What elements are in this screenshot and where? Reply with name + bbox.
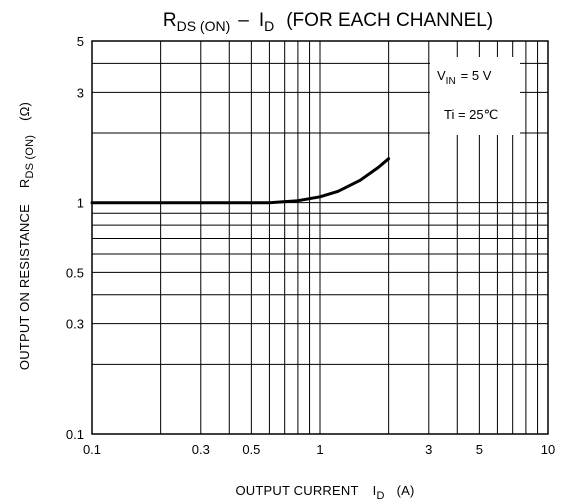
x-axis-text: OUTPUT CURRENT (235, 483, 358, 498)
x-axis-symbol: I (373, 483, 377, 498)
vin-value: = 5 V (461, 68, 492, 83)
annotation-box (430, 57, 520, 135)
title-dash: – (238, 10, 249, 31)
title-main-sub: DS (ON) (177, 18, 231, 34)
x-tick-labels: 0.1 0.3 0.5 1 3 5 10 (83, 442, 555, 457)
y-tick-label: 5 (77, 34, 84, 49)
y-axis-symbol: R (17, 178, 32, 188)
annotation-temp: Ti = 25℃ (444, 107, 498, 122)
y-tick-label: 1 (77, 196, 84, 211)
x-axis-unit: (A) (397, 483, 415, 498)
chart-title: RDS (ON) – ID (FOR EACH CHANNEL) (163, 10, 493, 34)
x-tick-label: 0.5 (242, 442, 260, 457)
x-tick-label: 10 (541, 442, 555, 457)
annotation-vin: VIN = 5 V (437, 68, 492, 87)
title-tail: (FOR EACH CHANNEL) (286, 10, 493, 31)
x-axis-label: OUTPUT CURRENT ID (A) (235, 483, 414, 502)
y-tick-label: 0.3 (66, 317, 84, 332)
y-axis-unit: (Ω) (17, 102, 32, 121)
series-line (90, 157, 391, 205)
y-tick-labels: 0.1 0.3 0.5 1 3 5 (66, 34, 84, 442)
x-tick-label: 5 (476, 442, 483, 457)
title-var-sub: D (264, 18, 274, 34)
title-var: I (259, 10, 264, 31)
x-tick-label: 3 (425, 442, 432, 457)
series (90, 157, 391, 205)
y-axis-symbol-sub: DS (ON) (24, 135, 36, 179)
y-axis-text: OUTPUT ON RESISTANCE (17, 204, 32, 370)
x-tick-label: 1 (316, 442, 323, 457)
x-axis-symbol-sub: D (376, 490, 384, 502)
title-main: R (163, 10, 177, 31)
x-tick-label: 0.3 (192, 442, 210, 457)
y-axis-label: OUTPUT ON RESISTANCE RDS (ON) (Ω) (17, 102, 36, 370)
vin-sub: IN (446, 76, 456, 87)
x-tick-label: 0.1 (83, 442, 101, 457)
vin-symbol: V (437, 68, 446, 83)
y-tick-label: 0.1 (66, 427, 84, 442)
y-tick-label: 3 (77, 85, 84, 100)
y-tick-label: 0.5 (66, 265, 84, 280)
plot-frame (91, 40, 549, 435)
